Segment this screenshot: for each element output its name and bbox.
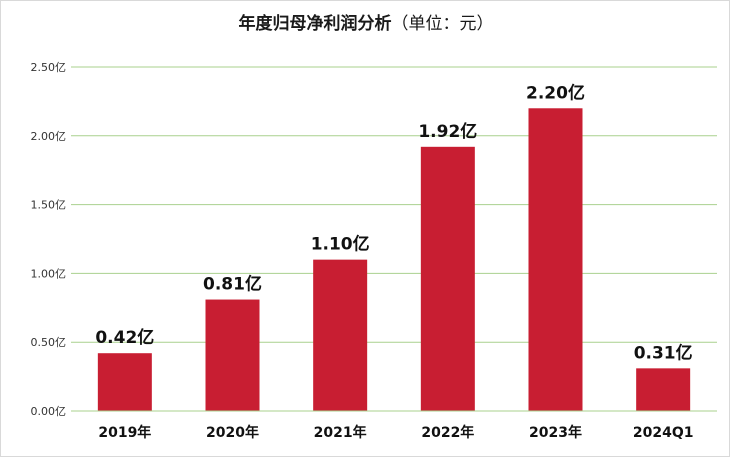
x-tick-label: 2020年 [206, 424, 259, 441]
bar [97, 353, 152, 411]
x-tick-label: 2024Q1 [633, 425, 694, 441]
y-tick-label: 0.00亿 [31, 405, 67, 418]
chart-title-main: 年度归母净利润分析 [238, 14, 392, 34]
data-label: 1.92亿 [418, 121, 477, 142]
x-tick-label: 2022年 [421, 424, 474, 441]
chart-title-unit: （单位：元） [391, 14, 494, 34]
y-tick-label: 2.00亿 [31, 130, 67, 143]
y-tick-label: 1.50亿 [31, 199, 67, 212]
bar [636, 368, 691, 411]
bar [420, 146, 475, 412]
y-tick-label: 0.50亿 [31, 336, 67, 349]
data-label: 2.20亿 [526, 82, 585, 103]
data-label: 0.81亿 [203, 274, 262, 295]
data-label: 1.10亿 [311, 234, 370, 255]
y-tick-label: 2.50亿 [31, 61, 67, 74]
x-tick-label: 2019年 [98, 424, 151, 441]
chart-title: 年度归母净利润分析（单位：元） [1, 9, 729, 34]
x-tick-label: 2021年 [314, 424, 367, 441]
bar [528, 108, 583, 411]
x-tick-label: 2023年 [529, 424, 582, 441]
bar [313, 259, 368, 411]
data-label: 0.31亿 [634, 342, 693, 363]
y-tick-label: 1.00亿 [31, 267, 67, 280]
bar [205, 299, 260, 411]
data-label: 0.42亿 [95, 327, 154, 348]
